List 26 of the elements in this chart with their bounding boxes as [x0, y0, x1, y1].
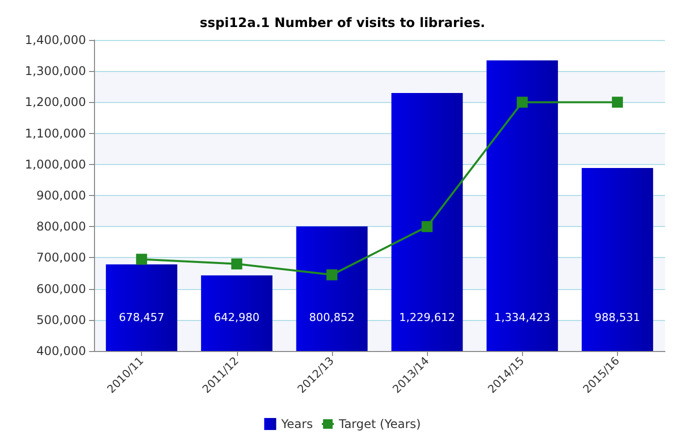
point: [231, 258, 242, 270]
point: [516, 96, 528, 108]
y-tick-label: 800,000: [36, 220, 86, 234]
y-tick-label: 600,000: [36, 282, 86, 296]
data-label: 1,334,423: [494, 311, 550, 324]
data-label: 988,531: [594, 311, 640, 324]
data-label: 678,457: [118, 311, 164, 324]
data-label: 800,852: [309, 311, 355, 324]
point: [422, 221, 433, 232]
y-tick-label: 1,300,000: [24, 64, 86, 78]
legend-label: Years: [280, 417, 313, 431]
y-tick-label: 1,100,000: [24, 126, 86, 140]
data-label: 642,980: [214, 311, 260, 324]
legend-label: Target (Years): [338, 417, 421, 431]
point: [612, 96, 623, 108]
y-tick-label: 900,000: [36, 188, 86, 202]
y-tick-label: 400,000: [36, 344, 86, 358]
y-tick-label: 1,200,000: [24, 95, 86, 110]
chart-title: sspi12a.1 Number of visits to libraries.: [200, 16, 486, 31]
y-tick-label: 1,000,000: [24, 157, 86, 172]
point: [326, 269, 338, 280]
y-tick-label: 500,000: [36, 312, 86, 327]
data-label: 1,229,612: [399, 311, 456, 324]
y-tick-label: 1,400,000: [24, 33, 86, 47]
point: [136, 254, 148, 265]
y-tick-label: 700,000: [36, 250, 86, 265]
